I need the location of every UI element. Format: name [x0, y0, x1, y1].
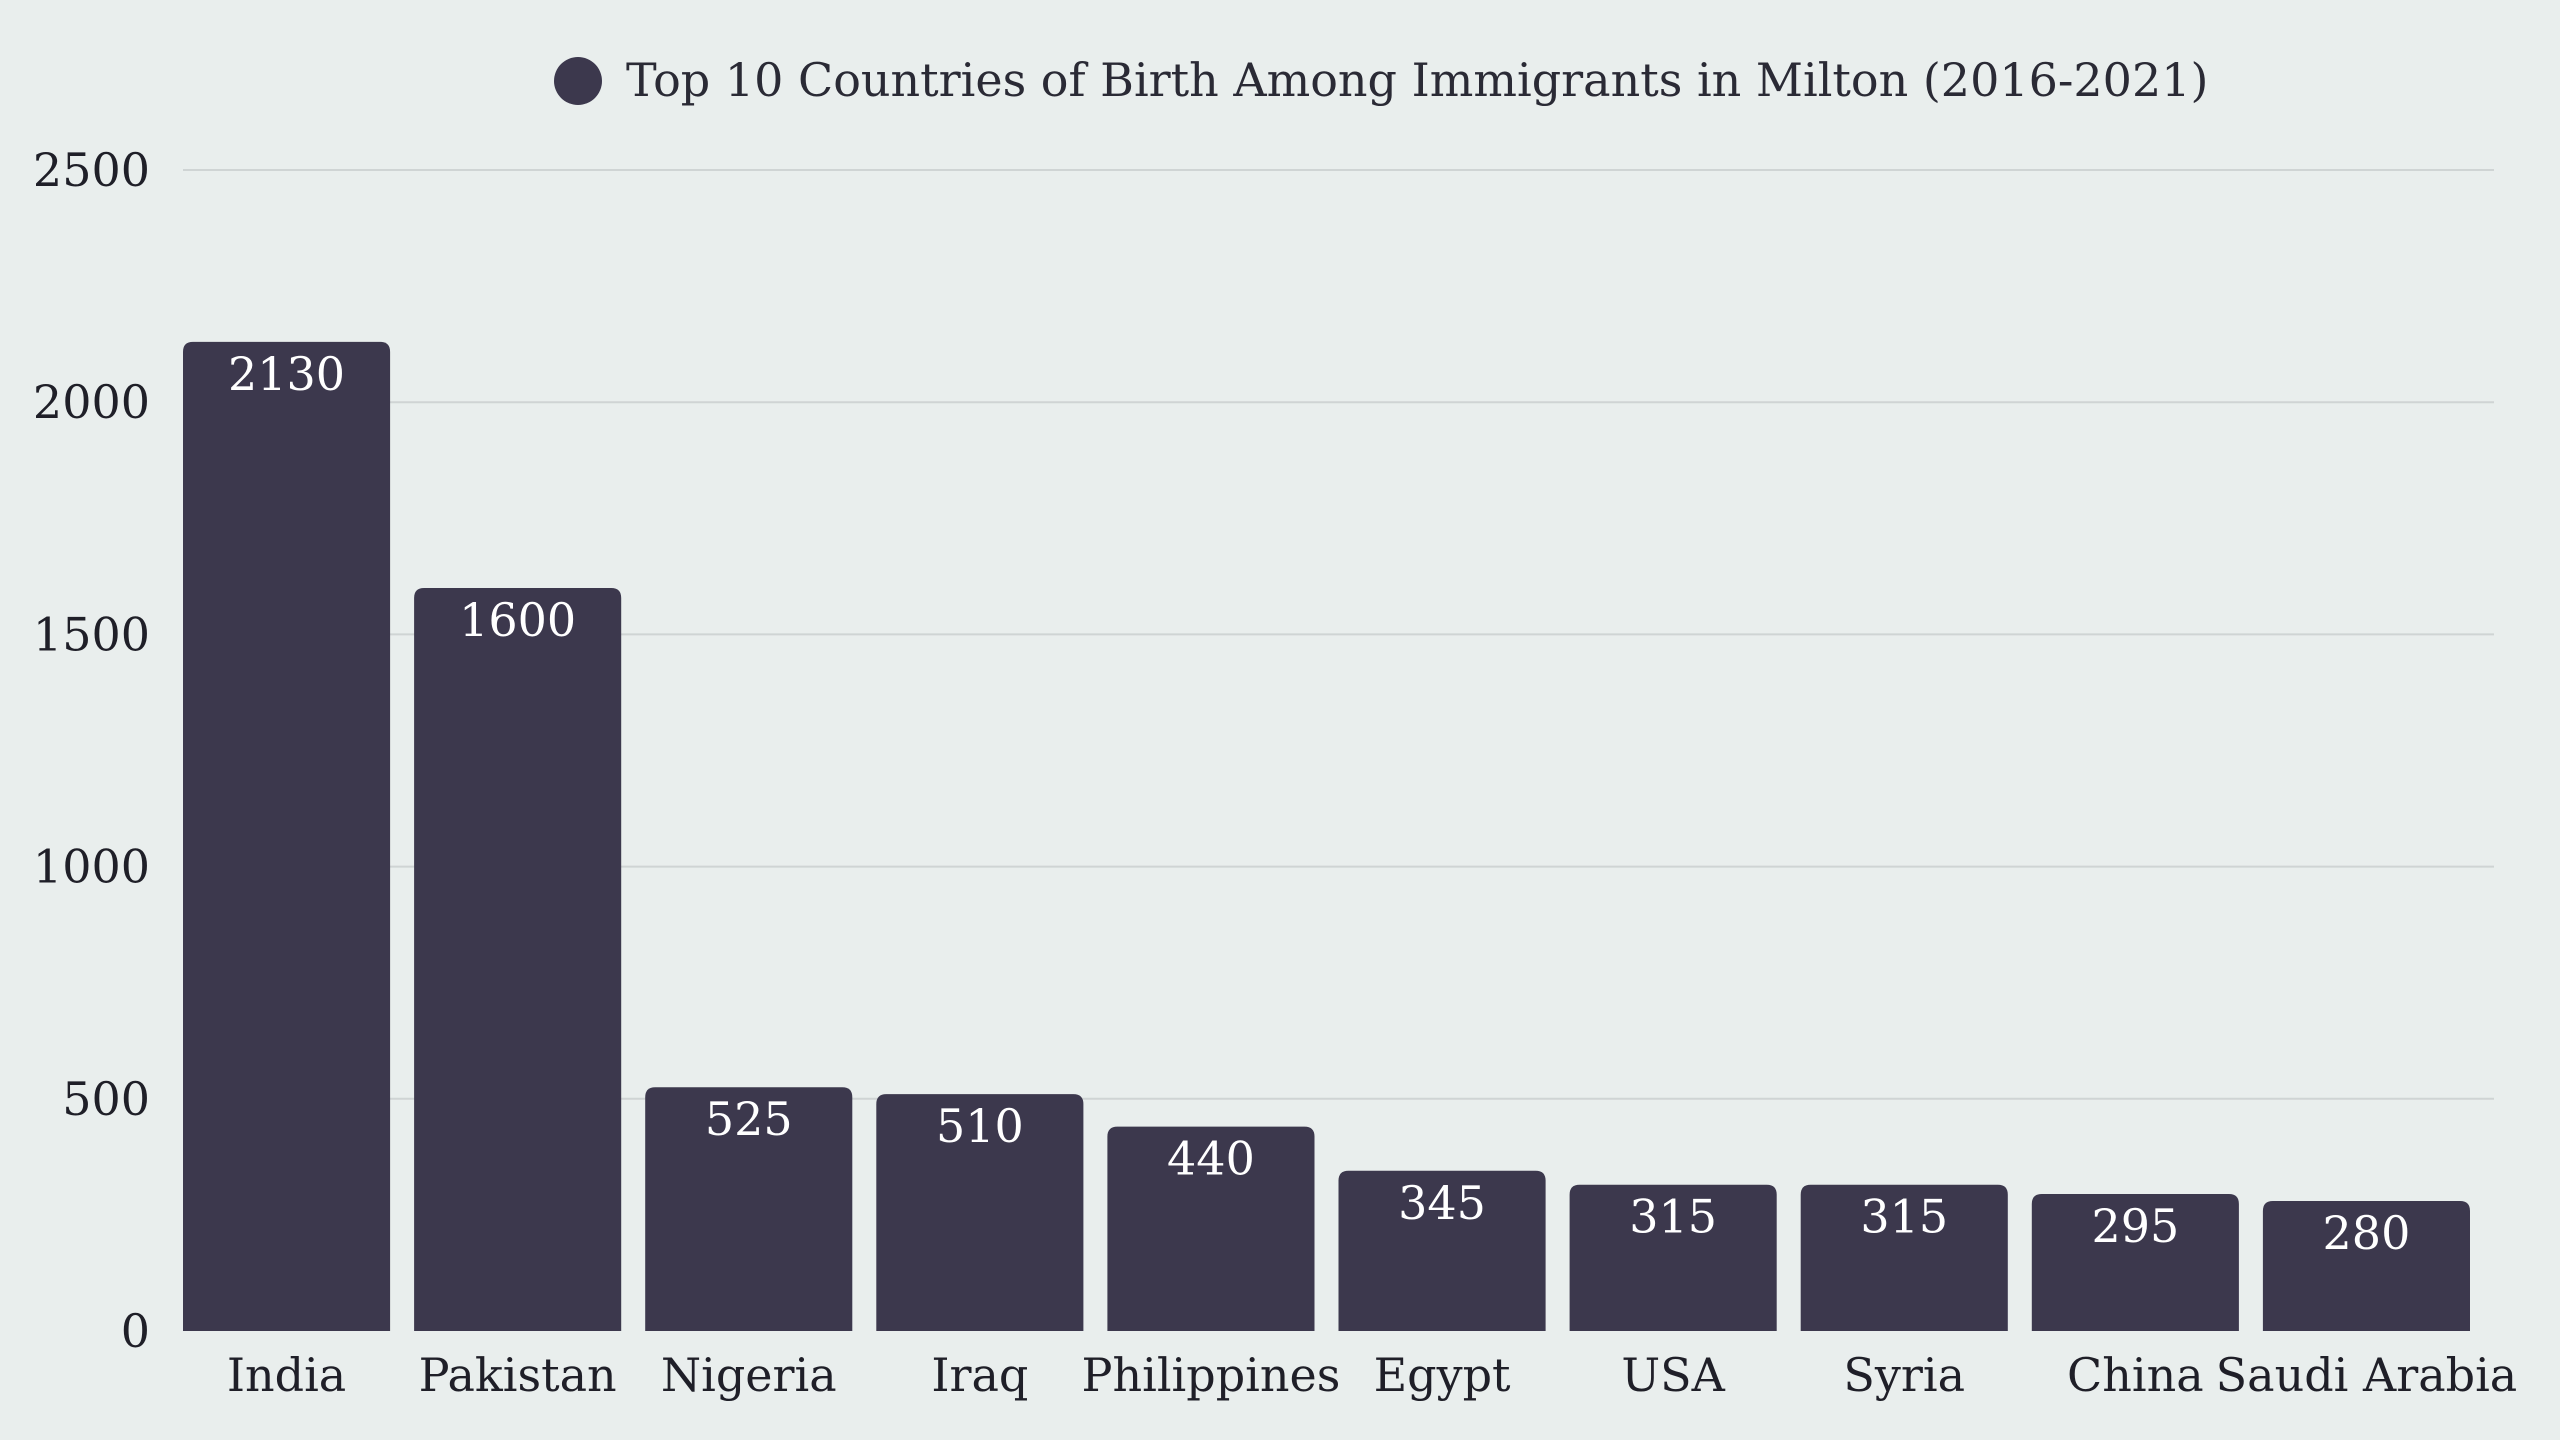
y-tick-label: 1000 [33, 840, 150, 894]
bar-syria [1800, 1184, 2008, 1331]
bar-usa [1569, 1184, 1777, 1331]
category-label: Pakistan [419, 1348, 617, 1402]
category-label: Saudi Arabia [2216, 1348, 2518, 1402]
y-tick-label: 2500 [33, 143, 150, 197]
y-tick-label: 500 [62, 1072, 150, 1126]
bars [183, 341, 2470, 1331]
bar-iraq [876, 1094, 1084, 1331]
y-tick-label: 1500 [33, 607, 150, 661]
bar-pakistan [414, 587, 622, 1331]
bar-philippines [1107, 1126, 1315, 1331]
value-label: 1600 [459, 593, 576, 647]
y-tick-label: 2000 [33, 375, 150, 429]
value-label: 345 [1398, 1176, 1486, 1230]
value-label: 2130 [228, 347, 345, 401]
value-labels: 2130 1600 525 510 440 345 315 315 295 280 [228, 347, 2410, 1260]
value-label: 280 [2323, 1206, 2411, 1260]
category-label: Syria [1843, 1348, 1965, 1402]
category-label: Nigeria [661, 1348, 837, 1402]
legend-label: Top 10 Countries of Birth Among Immigran… [626, 53, 2208, 107]
category-label: China [2067, 1348, 2204, 1402]
bar-egypt [1338, 1170, 1546, 1331]
category-label: Egypt [1374, 1348, 1511, 1402]
value-label: 440 [1167, 1132, 1255, 1186]
y-axis-ticks: 0 500 1000 1500 2000 2500 [33, 143, 150, 1358]
bar-saudi-arabia [2262, 1200, 2470, 1331]
value-label: 295 [2091, 1199, 2179, 1253]
category-label: Iraq [931, 1348, 1028, 1402]
x-axis-labels: India Pakistan Nigeria Iraq Philippines Egypt… [227, 1348, 2517, 1402]
category-label: India [227, 1348, 346, 1402]
bar-nigeria [645, 1087, 853, 1331]
value-label: 315 [1629, 1190, 1717, 1244]
category-label: USA [1621, 1348, 1725, 1402]
value-label: 525 [705, 1092, 793, 1146]
bar-china [2031, 1194, 2239, 1331]
value-label: 510 [936, 1099, 1024, 1153]
category-label: Philippines [1082, 1348, 1341, 1402]
y-tick-label: 0 [121, 1304, 150, 1358]
value-label: 315 [1860, 1190, 1948, 1244]
chart-legend: Top 10 Countries of Birth Among Immigran… [554, 53, 2208, 107]
legend-marker [554, 57, 602, 105]
bar-india [183, 341, 391, 1331]
